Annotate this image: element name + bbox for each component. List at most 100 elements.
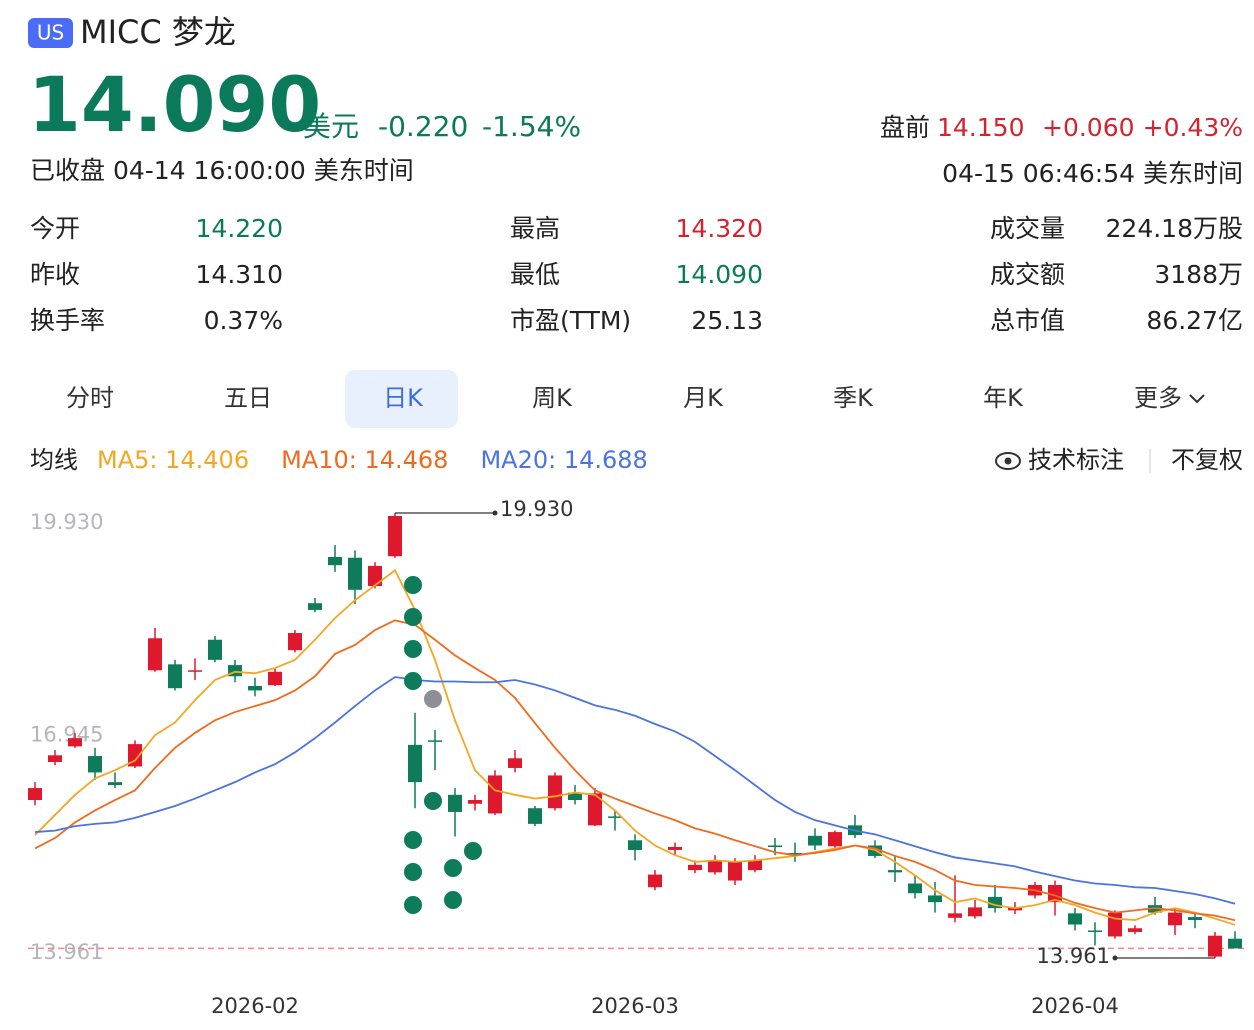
eye-icon <box>995 452 1021 470</box>
event-dot[interactable] <box>404 640 422 658</box>
market-badge <box>28 18 73 48</box>
candle-body <box>128 744 142 767</box>
candle-body <box>428 740 442 742</box>
pre-price: 14.150 <box>937 113 1024 142</box>
candle-body <box>1048 885 1062 903</box>
stock-name: MICC 梦龙 <box>80 13 236 51</box>
stat-value: 14.320 <box>676 214 763 243</box>
event-markers <box>404 576 482 914</box>
tab[interactable]: 五日 <box>224 384 272 412</box>
candle-body <box>568 792 582 801</box>
candle-body <box>48 755 62 763</box>
pre-label: 盘前 <box>880 113 930 142</box>
event-dot[interactable] <box>404 831 422 849</box>
candle-body <box>328 556 342 566</box>
candle-body <box>68 738 82 747</box>
event-dot[interactable] <box>464 842 482 860</box>
candle-body <box>388 515 402 557</box>
event-dot[interactable] <box>444 891 462 909</box>
candle-body <box>1068 913 1082 925</box>
y-tick-label: 13.961 <box>30 940 103 964</box>
adjust-label[interactable]: 不复权 <box>1171 446 1243 474</box>
candle-body <box>208 639 222 660</box>
stat-label: 成交额 <box>990 260 1065 289</box>
candle-body <box>308 603 322 610</box>
candle-body <box>548 775 562 809</box>
active-tab-bg <box>345 370 458 428</box>
event-dot[interactable] <box>444 859 462 877</box>
candle-body <box>688 864 702 871</box>
candle-body <box>1228 938 1242 949</box>
candle-body <box>968 907 982 917</box>
tab[interactable]: 分时 <box>66 384 114 412</box>
tab[interactable]: 周K <box>532 384 573 412</box>
stat-label: 成交量 <box>990 214 1065 243</box>
candle-body <box>708 860 722 873</box>
candle-body <box>648 874 662 888</box>
candle-body <box>28 788 42 801</box>
stat-label: 最低 <box>510 260 560 289</box>
tech-label[interactable]: 技术标注 <box>1028 446 1124 474</box>
legend-entry: MA5: 14.406 <box>97 446 249 474</box>
candle-body <box>728 861 742 881</box>
tab[interactable]: 季K <box>833 384 874 412</box>
event-dot[interactable] <box>424 690 442 708</box>
change: -0.220 <box>378 110 468 143</box>
event-dot[interactable] <box>404 576 422 594</box>
ma-line <box>34 619 1236 922</box>
candle-body <box>288 633 302 651</box>
stat-value: 86.27亿 <box>1146 306 1243 335</box>
event-dot[interactable] <box>424 792 442 810</box>
candle-body <box>408 744 422 783</box>
candle-body <box>228 665 242 677</box>
stat-value: 224.18万股 <box>1106 214 1243 243</box>
pre-time: 04-15 06:46:54 美东时间 <box>942 159 1243 188</box>
candle-body <box>988 896 1002 909</box>
tab[interactable]: 年K <box>983 384 1024 412</box>
ma-line <box>34 569 1236 926</box>
tech-toggle[interactable]: 技术标注 <box>995 446 1124 474</box>
candle-body <box>188 670 202 672</box>
candle-body <box>908 883 922 894</box>
y-tick-label: 19.930 <box>30 510 103 534</box>
stat-value: 25.13 <box>691 306 763 335</box>
high-label: 19.930 <box>500 497 573 521</box>
kline-chart: MA5: 14.406 MA10: 14.468 MA20: 14.688 19.93… <box>28 446 1245 1018</box>
tab[interactable]: 更多 <box>1134 384 1182 412</box>
stat-value: 0.37% <box>204 306 283 335</box>
stat-label: 昨收 <box>30 260 80 289</box>
candle-body <box>748 860 762 871</box>
change-pct: -1.54% <box>482 110 581 143</box>
candle-body <box>528 808 542 824</box>
event-dot[interactable] <box>404 863 422 881</box>
candle-body <box>1188 917 1202 921</box>
stat-value: 14.310 <box>196 260 283 289</box>
ma-label: 均线 <box>30 446 78 474</box>
candle-body <box>88 756 102 773</box>
candle-body <box>488 775 502 814</box>
low-label: 13.961 <box>1037 944 1110 968</box>
event-dot[interactable] <box>404 672 422 690</box>
stat-label: 市盈(TTM) <box>510 306 631 335</box>
candle-body <box>448 794 462 812</box>
candle-body <box>368 565 382 587</box>
badge-text: US <box>37 21 64 45</box>
stat-label: 今开 <box>30 214 80 243</box>
stat-value: 14.220 <box>196 214 283 243</box>
candle-body <box>608 816 622 818</box>
event-dot[interactable] <box>404 896 422 914</box>
tab-active[interactable]: 日K <box>383 384 424 412</box>
legend-entry: MA20: 14.688 <box>480 446 647 474</box>
candle-body <box>108 782 122 786</box>
currency: 美元 <box>303 110 359 143</box>
candle-body <box>768 845 782 848</box>
candle-body <box>148 638 162 671</box>
annotation-dot <box>492 510 498 516</box>
annotation-dot <box>1112 955 1118 961</box>
candle-body <box>628 840 642 850</box>
candle-body <box>788 852 802 856</box>
tab[interactable]: 月K <box>683 384 724 412</box>
pre-pct: +0.43% <box>1143 113 1243 142</box>
y-tick-label: 16.945 <box>30 723 103 747</box>
event-dot[interactable] <box>404 608 422 626</box>
